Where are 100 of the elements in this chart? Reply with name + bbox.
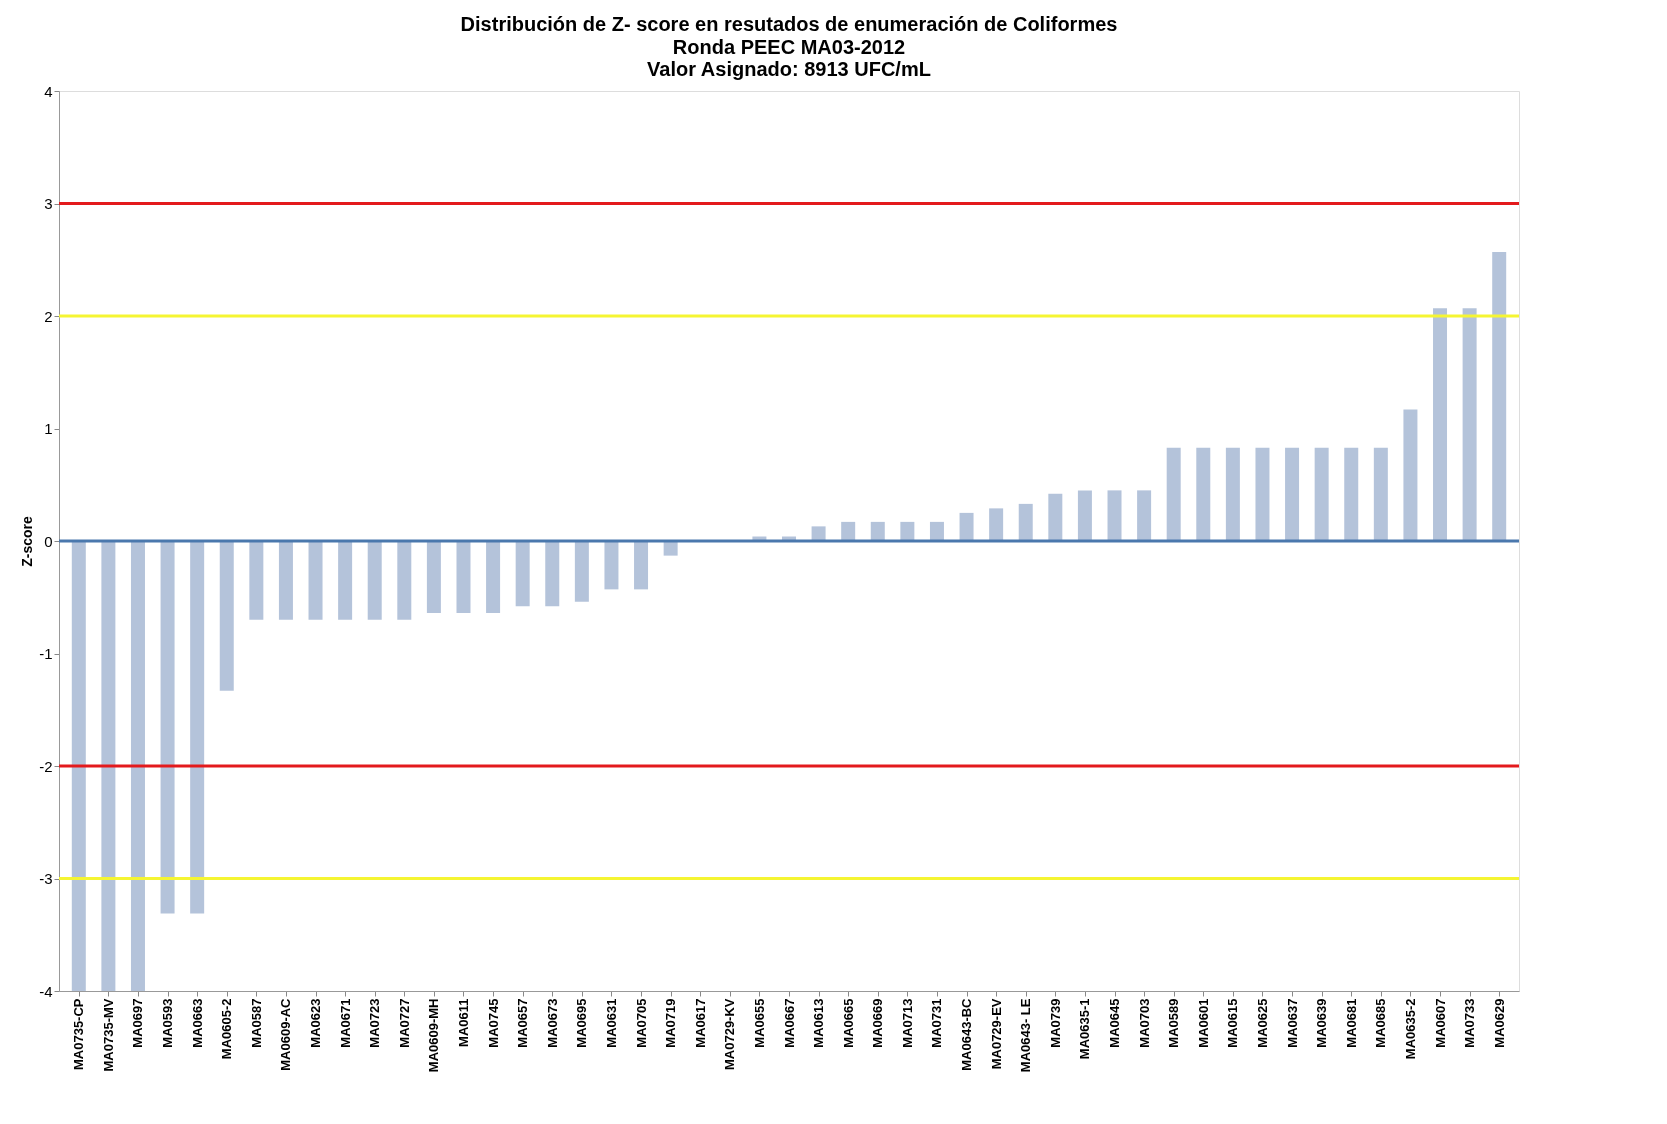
bar — [426, 541, 441, 613]
bar — [634, 541, 649, 590]
chart-title: Distribución de Z- score en resutados de enumeración de Coliformes — [460, 13, 1118, 35]
y-tick-label: 1 — [44, 420, 53, 437]
x-tick-label: MA0685 — [1373, 998, 1389, 1048]
y-tick-label: 0 — [44, 532, 53, 550]
x-tick-label: MA0635-2 — [1402, 998, 1418, 1060]
x-tick-label: MA0735-MV — [100, 998, 116, 1072]
bar — [1344, 447, 1359, 541]
x-tick-label: MA0605-2 — [219, 998, 235, 1060]
x-tick-label: MA0593 — [160, 998, 176, 1048]
x-tick-label: MA0615 — [1225, 998, 1241, 1048]
bar — [574, 541, 589, 602]
y-tick-label: 2 — [44, 307, 53, 325]
x-tick-label: MA0609-AC — [278, 997, 294, 1071]
bar — [1225, 447, 1240, 541]
x-tick-label: MA0623 — [308, 998, 324, 1048]
bar — [130, 541, 145, 991]
x-tick-label: MA0607 — [1432, 998, 1448, 1048]
x-tick-label: MA0663 — [189, 998, 205, 1048]
x-tick-label: MA0637 — [1284, 998, 1300, 1048]
bar — [900, 521, 915, 541]
y-tick-label: 3 — [44, 195, 53, 212]
x-tick-label: MA0745 — [485, 998, 501, 1048]
x-tick-label: MA0667 — [781, 998, 797, 1048]
bar — [1048, 493, 1063, 541]
x-tick-label: MA0617 — [692, 998, 708, 1048]
bar — [1018, 503, 1033, 541]
bar — [989, 508, 1004, 541]
x-tick-label: MA0655 — [751, 998, 767, 1048]
x-tick-label: MA0613 — [811, 998, 827, 1048]
bar — [160, 541, 175, 914]
y-tick-label: -1 — [39, 645, 53, 662]
y-tick-label: 4 — [44, 82, 53, 100]
bar — [338, 541, 353, 620]
bar — [1077, 490, 1092, 541]
x-tick-label: MA0729-EV — [988, 998, 1004, 1070]
x-tick-label: MA0639 — [1314, 998, 1330, 1048]
bar — [604, 541, 619, 590]
bar — [397, 541, 412, 620]
x-tick-label: MA0643- LE — [1018, 998, 1034, 1073]
bar — [190, 541, 205, 914]
y-tick-label: -2 — [39, 757, 53, 775]
x-tick-label: MA0695 — [574, 998, 590, 1048]
bar — [1137, 490, 1152, 541]
bar — [1196, 447, 1211, 541]
bar — [545, 541, 560, 607]
bar — [71, 541, 86, 991]
bar — [515, 541, 530, 607]
x-tick-label: MA0589 — [1166, 998, 1182, 1048]
bar — [1107, 490, 1122, 541]
x-tick-label: MA0635-1 — [1077, 998, 1093, 1060]
bar — [101, 541, 116, 991]
x-tick-label: MA0601 — [1195, 998, 1211, 1048]
chart-subtitle: Ronda PEEC MA03-2012 Valor Asignado: 8913 UFC/mL — [647, 36, 931, 80]
x-tick-label: MA0629 — [1491, 998, 1507, 1048]
x-tick-label: MA0733 — [1462, 998, 1478, 1048]
x-tick-label: MA0665 — [840, 998, 856, 1048]
x-tick-label: MA0671 — [337, 998, 353, 1048]
x-tick-label: MA0681 — [1343, 998, 1359, 1048]
bar — [841, 521, 856, 541]
x-tick-label: MA0719 — [663, 998, 679, 1048]
y-tick-label: -4 — [39, 982, 53, 1000]
bar — [367, 541, 382, 620]
bar — [1433, 308, 1448, 541]
x-tick-label: MA0735-CP — [71, 998, 87, 1071]
x-tick-label: MA0611 — [455, 998, 471, 1047]
x-tick-label: MA0729-KV — [722, 998, 738, 1071]
x-tick-label: MA0609-MH — [426, 998, 442, 1073]
bar — [1166, 447, 1181, 541]
bar — [1403, 409, 1418, 541]
bar — [249, 541, 264, 620]
x-tick-label: MA0731 — [929, 998, 945, 1048]
x-tick-label: MA0727 — [396, 998, 412, 1048]
x-tick-label: MA0703 — [1136, 998, 1152, 1048]
x-tick-label: MA0657 — [515, 998, 531, 1048]
x-tick-label: MA0643-BC — [959, 997, 975, 1071]
bar — [308, 541, 323, 620]
bar — [1285, 447, 1300, 541]
x-tick-label: MA0673 — [544, 998, 560, 1048]
x-tick-label: MA0645 — [1107, 998, 1123, 1048]
bar — [278, 541, 293, 620]
bar — [219, 541, 234, 691]
x-tick-label: MA0631 — [603, 998, 619, 1048]
bar — [870, 521, 885, 541]
bar — [1314, 447, 1329, 541]
x-tick-label: MA0625 — [1254, 998, 1270, 1048]
y-tick-label: -3 — [39, 870, 53, 887]
bar — [486, 541, 501, 613]
x-tick-label: MA0587 — [248, 998, 264, 1048]
y-axis-title: Z-score — [19, 516, 36, 567]
bar — [456, 541, 471, 613]
bar — [929, 521, 944, 541]
x-tick-label: MA0705 — [633, 998, 649, 1048]
bar — [1462, 308, 1477, 541]
x-tick-label: MA0697 — [130, 998, 146, 1048]
x-tick-label: MA0669 — [870, 998, 886, 1048]
bar — [1492, 251, 1507, 541]
x-tick-label: MA0713 — [899, 998, 915, 1048]
bar — [959, 512, 974, 541]
